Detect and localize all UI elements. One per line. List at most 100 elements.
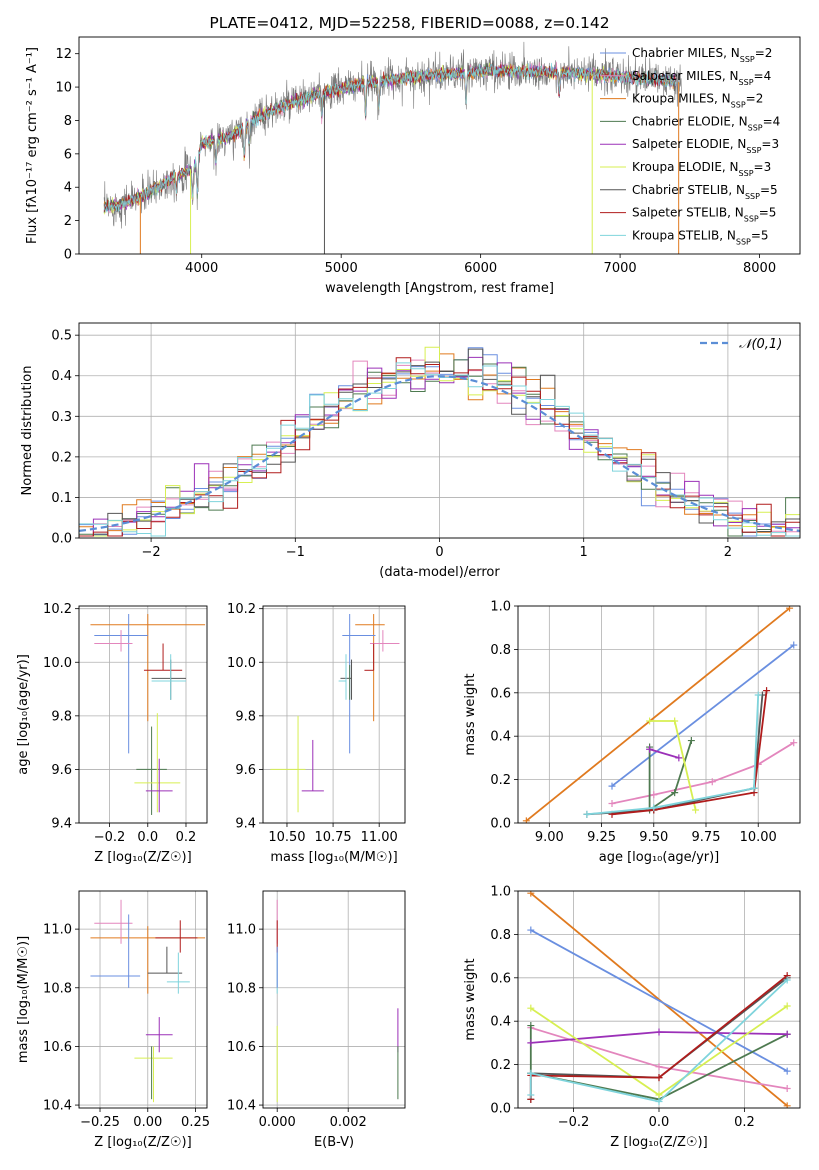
y-tick-label: 9.8 (235, 709, 256, 724)
legend-label: Chabrier STELIB, NSSP=5 (632, 183, 778, 201)
x-tick-label: −1 (286, 545, 305, 560)
legend-label: Salpeter STELIB, NSSP=5 (632, 206, 776, 224)
x-tick-label: 9.75 (692, 830, 721, 845)
weight-marker (783, 1067, 791, 1075)
spectrum-model (103, 63, 677, 212)
weight-line (611, 741, 795, 805)
plot-area-spectrum (103, 41, 682, 254)
legend-spectrum: Chabrier MILES, NSSP=2 Salpeter MILES, NS… (600, 46, 780, 246)
spectrum-model (103, 62, 677, 215)
y-tick-label: 0.4 (490, 1015, 511, 1030)
y-tick-label: 8 (64, 114, 72, 129)
weight-marker (783, 1002, 791, 1010)
x-axis-label: Z [log₁₀(Z/Z☉)] (610, 1135, 707, 1150)
x-tick-label: −0.25 (80, 1115, 120, 1130)
weight-marker (763, 687, 771, 695)
weight-line (649, 748, 680, 759)
weight-marker (583, 810, 591, 818)
x-tick-label: 4000 (185, 261, 218, 276)
x-tick-label: 0.00 (133, 1115, 162, 1130)
legend-label: Chabrier MILES, NSSP=2 (632, 46, 772, 64)
y-tick-label: 0.4 (51, 369, 72, 384)
weight-marker (522, 817, 530, 823)
spectrum-model (103, 62, 677, 213)
y-tick-label: 0.2 (490, 1058, 511, 1073)
weight-marker (783, 1030, 791, 1038)
y-axis-label: Normed distribution (20, 366, 35, 496)
y-tick-label: 1.0 (490, 885, 511, 900)
y-tick-label: 1.0 (490, 600, 511, 615)
x-tick-label: 2 (724, 545, 732, 560)
axes-mass-EBV: 0.000 0.002 10.4 10.6 10.8 11.0 E(B-V) (227, 890, 406, 1150)
y-tick-label: 12 (55, 47, 72, 62)
legend-label: Salpeter ELODIE, NSSP=3 (632, 137, 779, 155)
axes-frame (517, 890, 801, 1109)
weight-line (586, 694, 760, 816)
weight-marker (527, 926, 535, 934)
weight-line (611, 644, 795, 787)
weight-marker (655, 1091, 663, 1099)
y-axis-label: mass weight (463, 673, 478, 755)
axes-frame (262, 605, 406, 824)
weight-line (529, 1025, 788, 1101)
x-axis-label: age [log₁₀(age/yr)] (599, 850, 720, 865)
weight-marker (655, 1074, 663, 1082)
x-tick-label: 9.50 (639, 830, 668, 845)
axes-weight-Z: −0.2 0.0 0.2 0.0 0.2 0.4 0.6 0.8 1.0 Z [log₁₀(Z/Z… (463, 885, 801, 1150)
weight-marker (783, 1084, 791, 1092)
legend-label: Salpeter MILES, NSSP=4 (632, 69, 771, 87)
weight-marker (650, 791, 658, 799)
axes-mass-Z: −0.25 0.00 0.25 10.4 10.6 10.8 11.0 Z [log₁₀(Z/… (16, 890, 210, 1150)
weight-line (611, 690, 768, 816)
plot-area-weight-age (522, 606, 798, 823)
weight-marker (750, 784, 758, 792)
weight-marker (708, 778, 716, 786)
weight-line (530, 892, 788, 1107)
y-tick-label: 0.2 (51, 450, 72, 465)
y-axis-label: mass [log₁₀(M/M☉)] (16, 936, 31, 1063)
weight-marker (608, 799, 616, 807)
weight-marker (671, 717, 679, 725)
weight-marker (687, 737, 695, 745)
x-tick-label: 0.2 (176, 830, 197, 845)
weight-marker (646, 717, 654, 725)
y-tick-label: 10.8 (43, 981, 72, 996)
x-tick-label: −0.2 (94, 830, 126, 845)
chart-title: PLATE=0412, MJD=52258, FIBERID=0088, z=0… (209, 14, 609, 32)
weight-line (530, 929, 788, 1072)
x-tick-label: 0.0 (649, 1115, 670, 1130)
x-tick-label: 6000 (464, 261, 497, 276)
axes-frame (262, 890, 406, 1109)
weight-marker (786, 606, 794, 612)
y-tick-label: 4 (64, 181, 72, 196)
axes-frame (78, 322, 801, 539)
x-axis-label: E(B-V) (314, 1135, 354, 1150)
weight-marker (527, 891, 535, 897)
plot-area-age-Z (90, 614, 206, 815)
y-tick-label: 10.2 (43, 602, 72, 617)
x-tick-label: 10.00 (740, 830, 777, 845)
legend-label: Kroupa STELIB, NSSP=5 (632, 228, 769, 246)
histogram-series (79, 348, 800, 538)
y-tick-label: 10.0 (227, 656, 256, 671)
legend-residuals: 𝒩(0,1) (700, 337, 782, 352)
weight-marker (646, 745, 654, 753)
axes-frame (78, 36, 801, 255)
x-tick-label: −2 (142, 545, 161, 560)
weight-line (648, 740, 693, 812)
y-tick-label: 9.4 (235, 817, 256, 832)
y-tick-label: 6 (64, 147, 72, 162)
x-axis-label: Z [log₁₀(Z/Z☉)] (94, 1135, 191, 1150)
weight-marker (692, 806, 700, 814)
x-tick-label: −0.2 (558, 1115, 590, 1130)
x-axis-label: Z [log₁₀(Z/Z☉)] (94, 850, 191, 865)
spectrum-model (103, 64, 677, 212)
weight-marker (527, 1039, 535, 1047)
x-tick-label: 10.50 (268, 830, 305, 845)
y-tick-label: 11.0 (227, 923, 256, 938)
x-tick-label: 5000 (325, 261, 358, 276)
y-tick-label: 2 (64, 214, 72, 229)
weight-line (586, 694, 764, 816)
normal-curve (79, 375, 800, 532)
